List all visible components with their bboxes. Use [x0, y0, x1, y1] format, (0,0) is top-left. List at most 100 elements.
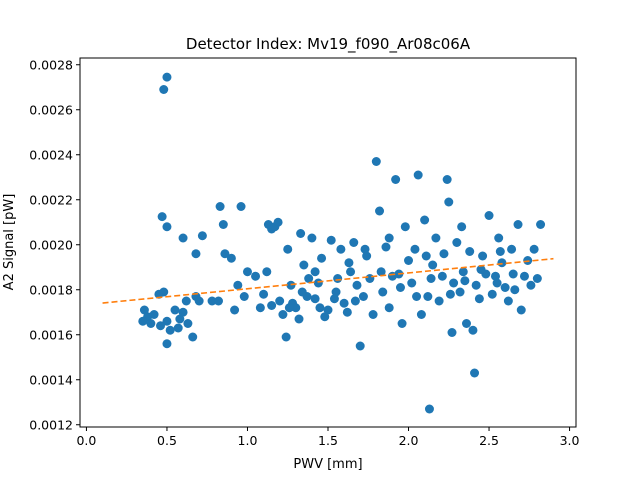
data-point [468, 325, 478, 335]
y-tick-label: 0.0028 [29, 57, 73, 72]
data-point [162, 339, 172, 349]
data-point [516, 305, 526, 315]
data-point [444, 197, 454, 207]
data-point [331, 287, 341, 297]
data-point [362, 251, 372, 261]
data-point [342, 307, 352, 317]
data-point [262, 267, 272, 277]
data-point [157, 212, 167, 222]
data-point [297, 287, 307, 297]
data-point [526, 280, 536, 290]
data-point [404, 256, 414, 265]
data-point [346, 267, 356, 277]
data-point [138, 316, 148, 326]
data-point [500, 283, 510, 292]
data-point [146, 319, 156, 328]
data-point [156, 321, 166, 331]
data-point [291, 303, 301, 313]
chart-title: Detector Index: Mv19_f090_Ar08c06A [186, 35, 471, 54]
data-point [421, 251, 431, 261]
data-point [315, 303, 325, 313]
x-tick-label: 3.0 [560, 433, 580, 448]
data-point [519, 271, 529, 281]
data-point [333, 274, 343, 283]
data-point [162, 316, 172, 326]
data-point [391, 175, 401, 184]
data-point [360, 244, 370, 254]
data-point [395, 283, 405, 292]
data-point [233, 280, 243, 290]
x-tick-label: 0.0 [76, 433, 96, 448]
data-point [495, 247, 505, 256]
data-point [397, 319, 407, 328]
data-point [507, 244, 517, 254]
data-point [215, 202, 225, 211]
data-point [181, 296, 191, 306]
data-point [159, 287, 169, 297]
data-point [445, 289, 455, 299]
data-point [323, 305, 333, 315]
data-point [239, 292, 249, 301]
data-point [476, 265, 486, 274]
data-point [497, 258, 507, 268]
data-point [326, 235, 336, 245]
data-point [484, 211, 494, 220]
data-point [329, 294, 339, 304]
data-point [376, 267, 386, 277]
y-tick-label: 0.0016 [29, 327, 73, 342]
data-point [310, 267, 320, 277]
y-axis-label: A2 Signal [pW] [2, 194, 17, 291]
data-point [226, 253, 236, 263]
data-point [410, 244, 420, 254]
data-point [413, 170, 423, 180]
y-tick-label: 0.0012 [29, 417, 73, 432]
data-point [384, 233, 394, 243]
data-point [349, 238, 359, 247]
data-point [344, 258, 354, 268]
data-point [532, 274, 542, 283]
data-point [487, 289, 497, 299]
data-point [378, 287, 388, 297]
data-point [307, 233, 317, 243]
plot-area [79, 57, 577, 428]
x-tick-label: 2.0 [399, 433, 419, 448]
data-point [449, 278, 459, 288]
data-point [424, 404, 434, 414]
data-point [412, 292, 422, 301]
data-point [178, 233, 188, 243]
data-point [442, 175, 452, 184]
data-point [197, 231, 207, 241]
data-point [313, 278, 323, 288]
data-point [365, 274, 375, 283]
data-point [470, 368, 480, 378]
data-point [371, 157, 381, 166]
data-point [510, 285, 520, 295]
data-point [259, 289, 269, 299]
data-point [275, 296, 285, 306]
data-point [536, 220, 546, 229]
y-axis: 0.0012 0.0014 0.0016 0.0018 0.0020 0.0022 0.00… [29, 57, 80, 432]
data-point [230, 305, 240, 315]
data-point [149, 310, 159, 319]
linear-fit-line [102, 257, 554, 304]
data-point [267, 301, 277, 310]
data-point [471, 280, 481, 290]
data-point [416, 310, 426, 319]
data-point [375, 206, 385, 216]
x-tick-label: 2.5 [479, 433, 499, 448]
data-point [503, 296, 513, 306]
data-point [162, 222, 172, 232]
data-point [458, 267, 468, 277]
data-point [339, 298, 349, 308]
y-tick-label: 0.0020 [29, 237, 73, 252]
data-point [317, 253, 327, 263]
data-point [220, 249, 230, 259]
data-point [284, 303, 294, 313]
y-tick-label: 0.0014 [29, 372, 73, 387]
data-point [218, 220, 228, 229]
data-point [494, 233, 504, 243]
x-tick-label: 1.0 [238, 433, 258, 448]
data-point [437, 271, 447, 281]
